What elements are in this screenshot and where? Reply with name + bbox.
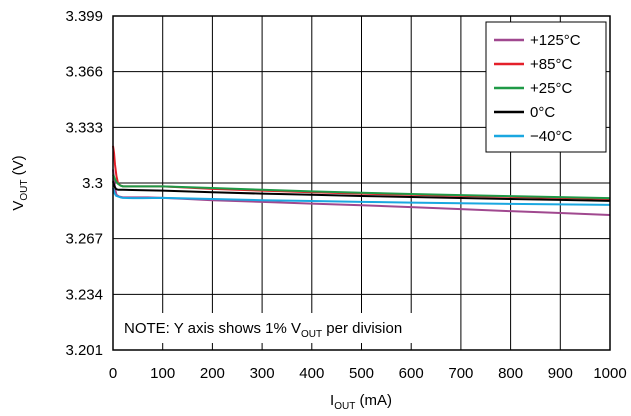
y-tick-label: 3.333 [65,119,103,136]
legend-label: +85°C [530,56,572,73]
plot-frame [112,15,611,351]
y-axis-title: VOUT (V) [10,155,30,210]
x-tick-label: 600 [399,365,424,382]
series-line [112,181,611,202]
y-tick-label: 3.234 [65,286,103,303]
x-tick-label: 200 [200,365,225,382]
legend-label: −40°C [530,128,572,145]
series-line [112,174,611,200]
y-tick-label: 3.201 [65,342,103,359]
legend-label: +25°C [530,80,572,97]
legend: +125°C +85°C +25°C 0°C −40°C [485,21,607,153]
x-tick-label: 300 [250,365,275,382]
legend-box [485,21,607,153]
y-tick-label: 3.366 [65,64,103,81]
x-tick-label: 700 [448,365,473,382]
note-background [119,313,460,343]
x-tick-label: 500 [349,365,374,382]
x-tick-label: 400 [299,365,324,382]
y-tick-label: 3.3 [82,175,103,192]
note-box: NOTE: Y axis shows 1% VOUT per division [119,313,460,343]
legend-label: +125°C [530,32,581,49]
x-axis-title: IOUT (mA) [330,392,392,412]
note-text: NOTE: Y axis shows 1% VOUT per division [124,320,402,340]
y-tick-labels: 3.201 3.234 3.267 3.3 3.333 3.366 3.399 [65,8,103,359]
y-tick-label: 3.267 [65,231,103,248]
series-line [112,187,611,206]
x-tick-label: 800 [498,365,523,382]
series-lines [112,145,611,217]
x-tick-labels: 0 100 200 300 400 500 600 700 800 900 1000 [109,365,627,382]
x-tick-label: 0 [109,365,117,382]
y-tick-label: 3.399 [65,8,103,25]
x-tick-label: 1000 [593,365,626,382]
legend-label: 0°C [530,104,555,121]
x-tick-label: 900 [548,365,573,382]
x-tick-label: 100 [150,365,175,382]
